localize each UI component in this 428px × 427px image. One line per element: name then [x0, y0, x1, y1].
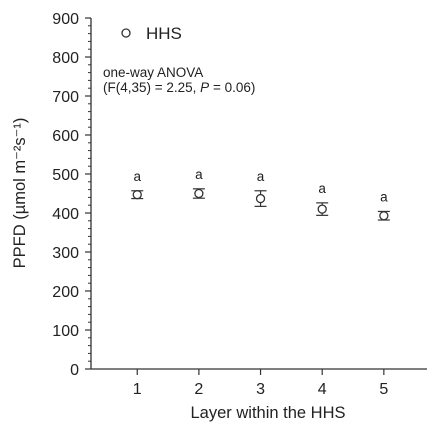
- y-axis-label: PPFD (µmol m⁻²s⁻¹): [11, 118, 29, 269]
- anova-p-value: = 0.06): [209, 80, 255, 95]
- x-tick-label: 3: [256, 381, 265, 398]
- x-tick-label: 4: [318, 381, 327, 398]
- significance-letter: a: [318, 181, 326, 196]
- data-point: [132, 190, 142, 200]
- legend-label: HHS: [146, 24, 182, 43]
- x-axis-label: Layer within the HHS: [191, 404, 346, 422]
- legend: HHS: [121, 24, 182, 43]
- y-tick-label: 900: [52, 11, 79, 28]
- data-points: a a a a a: [131, 167, 390, 221]
- data-point: [317, 204, 327, 214]
- y-tick-label: 200: [52, 284, 79, 301]
- anova-stat-prefix: (F(4,35) = 2.25,: [103, 80, 200, 95]
- axes: [90, 18, 427, 370]
- x-tick-label: 2: [194, 381, 203, 398]
- significance-letter: a: [257, 169, 265, 184]
- y-tick-label: 800: [52, 50, 79, 67]
- data-point: [255, 193, 266, 204]
- anova-annotation-line1: one-way ANOVA: [103, 65, 203, 80]
- data-point: [194, 188, 204, 199]
- y-tick-label: 700: [52, 89, 79, 106]
- x-tick-label: 5: [379, 381, 388, 398]
- anova-p-symbol: P: [200, 80, 209, 95]
- y-tick-label: 400: [52, 206, 79, 223]
- y-tick-label: 600: [52, 128, 79, 145]
- significance-letter: a: [380, 189, 388, 204]
- y-tick-label: 500: [52, 167, 79, 184]
- x-axis-ticks: 1 2 3 4 5: [133, 369, 388, 398]
- y-axis-ticks: 0 100 200 300 400 500 600 700 800 900: [52, 11, 91, 379]
- x-tick-label: 1: [133, 381, 142, 398]
- data-point: [379, 211, 389, 221]
- significance-letter: a: [133, 169, 141, 184]
- legend-marker-circle-icon: [121, 28, 131, 38]
- anova-annotation-line2: (F(4,35) = 2.25, P = 0.06): [103, 80, 255, 95]
- y-tick-label: 100: [52, 323, 79, 340]
- y-tick-label: 300: [52, 245, 79, 262]
- significance-letter: a: [195, 167, 203, 182]
- y-tick-label: 0: [70, 362, 79, 379]
